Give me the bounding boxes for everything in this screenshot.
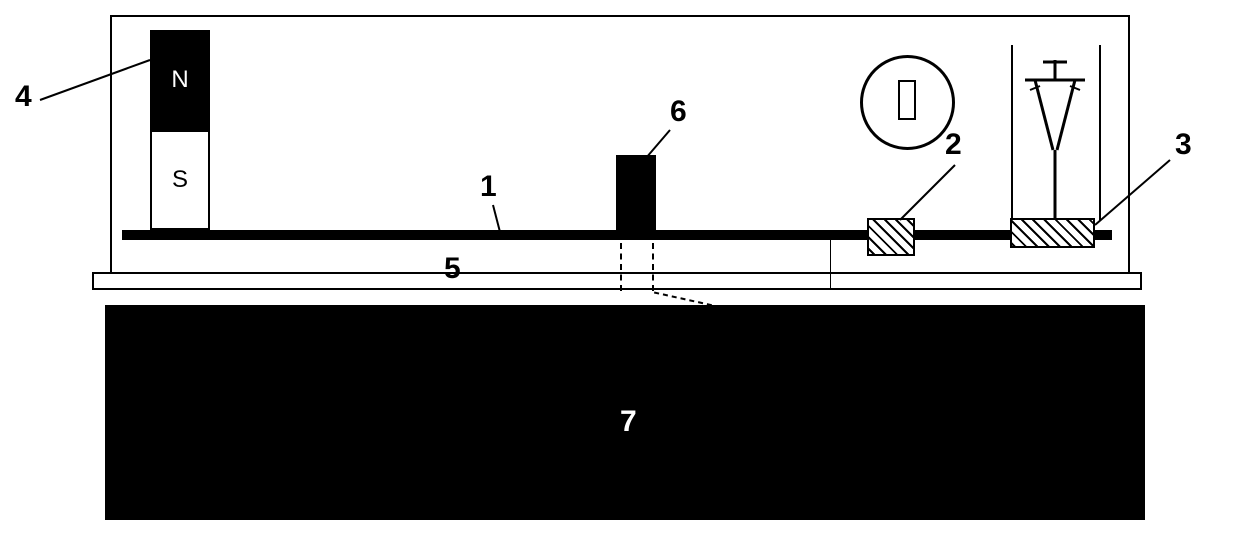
magnet-s-label: S (172, 166, 188, 194)
clamp-assembly (1010, 40, 1110, 225)
technical-diagram: N S (0, 0, 1239, 550)
label-4: 4 (15, 80, 32, 114)
upper-strip (92, 272, 1142, 290)
center-block (616, 155, 656, 235)
magnet-n-label: N (171, 66, 188, 94)
label-7: 7 (620, 405, 637, 439)
magnet-south: S (150, 130, 210, 230)
label-5: 5 (444, 252, 461, 286)
label-3: 3 (1175, 128, 1192, 162)
hatched-small (867, 218, 915, 256)
label-1: 1 (480, 170, 497, 204)
gauge-indicator (898, 80, 916, 120)
label-6: 6 (670, 95, 687, 129)
dashed-projection (620, 243, 654, 291)
label-8: 8 (870, 320, 887, 354)
magnet-north: N (150, 30, 210, 130)
label-2: 2 (945, 128, 962, 162)
vertical-marker (830, 240, 831, 290)
